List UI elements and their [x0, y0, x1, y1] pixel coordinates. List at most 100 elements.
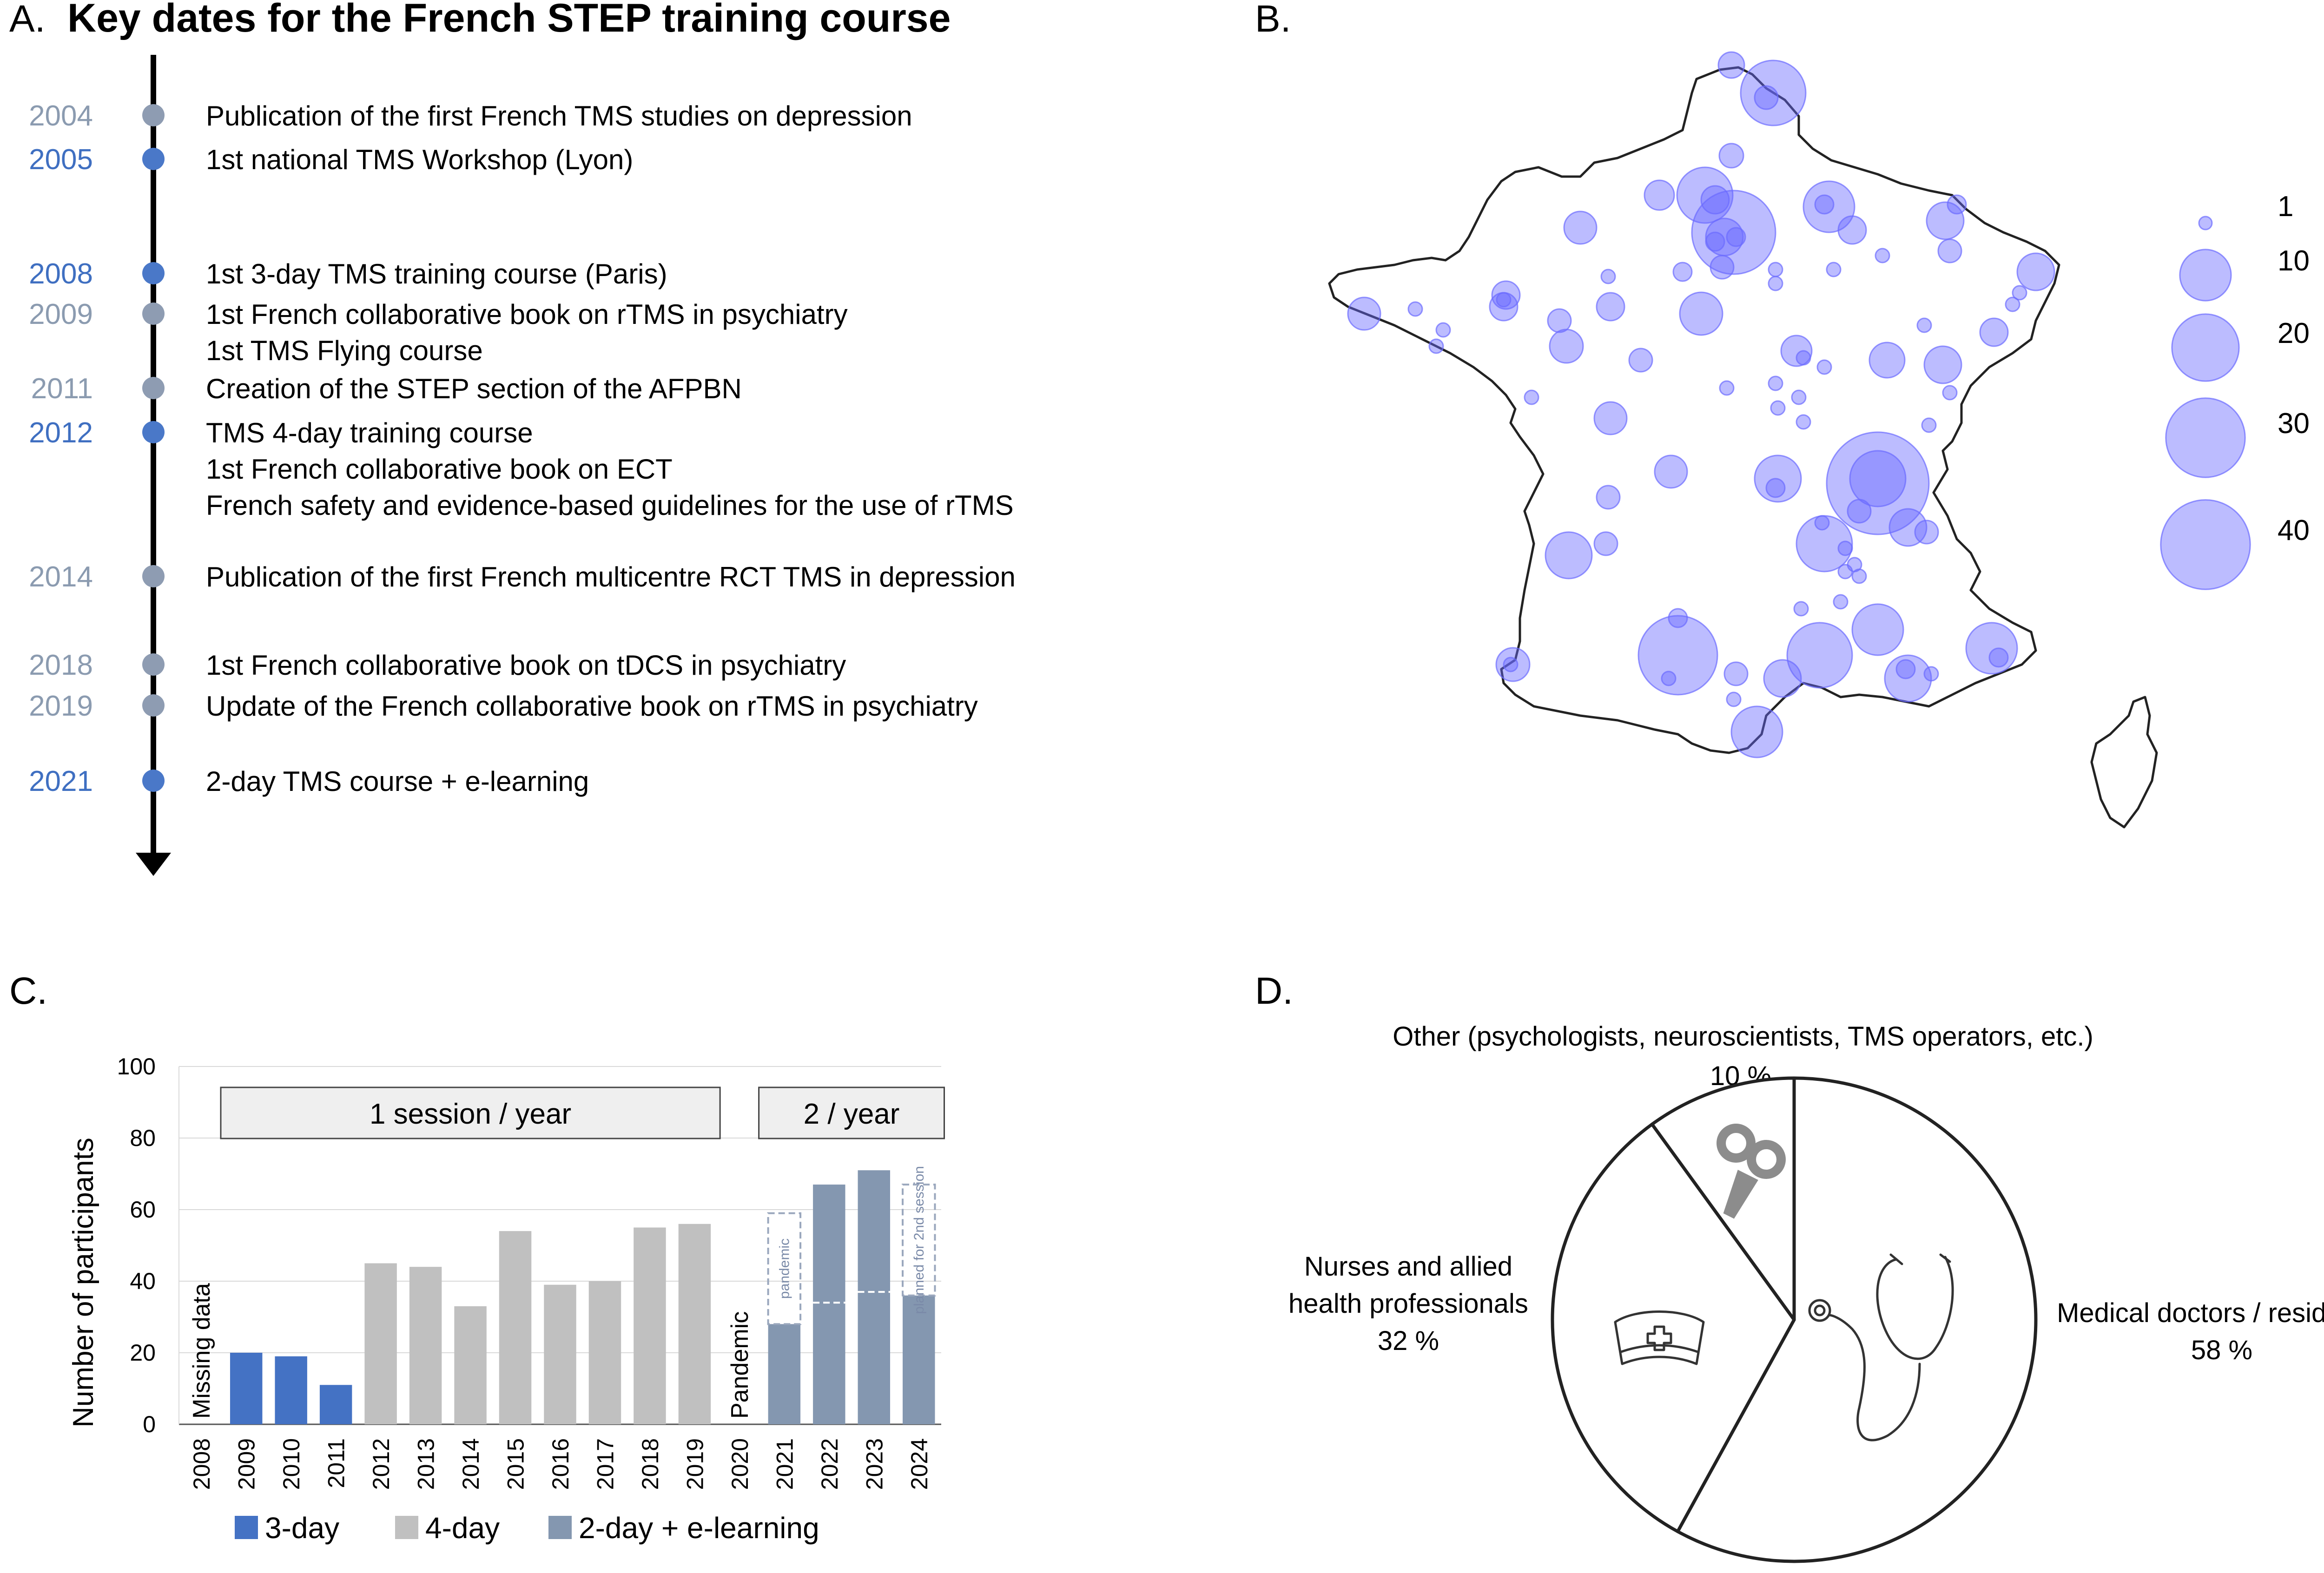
- bar: [813, 1185, 845, 1424]
- legend-bubble: [2171, 313, 2240, 382]
- legend-label: 40: [2278, 514, 2310, 546]
- map-bubble: [1826, 262, 1842, 277]
- map-bubble: [1428, 338, 1444, 354]
- bar-chart: 0 20 40 60 80 100 pandemic planned for 2nd sess…: [117, 1053, 945, 1545]
- legend-entry: 3-day: [265, 1511, 339, 1545]
- map-bubble: [1710, 255, 1735, 280]
- map-bubble: [1793, 601, 1809, 617]
- bar: [903, 1295, 935, 1424]
- map-bubble: [1723, 661, 1749, 686]
- bar: [768, 1324, 801, 1424]
- map-bubble: [1435, 322, 1451, 338]
- map-bubble: [1768, 276, 1783, 291]
- pie-label-nurses-2: health professionals: [1288, 1289, 1528, 1319]
- map-bubble: [1768, 262, 1783, 277]
- timeline-event-text: TMS 4-day training course: [206, 417, 533, 448]
- x-tick-label: 2009: [234, 1438, 260, 1490]
- panel-d-letter: D.: [1255, 970, 1293, 1012]
- map-bubble: [1496, 292, 1512, 308]
- panel-c: C. Number of participants 0 20 40 60 80 100 pa…: [9, 970, 945, 1545]
- map-bubble: [1780, 335, 1813, 367]
- pie-chart: [1551, 1076, 2038, 1563]
- x-tick-label: 2015: [503, 1438, 529, 1490]
- timeline-year: 2011: [31, 373, 93, 405]
- map-bubble: [1937, 238, 1962, 263]
- timeline-event-text: 1st French collaborative book on rTMS in…: [206, 299, 848, 330]
- timeline-year: 2009: [29, 298, 93, 330]
- map-bubble: [1672, 262, 1693, 282]
- legend-label: 20: [2278, 317, 2310, 349]
- map-bubble: [1837, 540, 1853, 556]
- bar: [275, 1356, 307, 1424]
- x-tick-label: 2024: [906, 1438, 932, 1490]
- corsica-outline: [2090, 696, 2158, 829]
- timeline-event-text: Publication of the first French multicen…: [206, 561, 1016, 592]
- pie-label-other: Other (psychologists, neuroscientists, T…: [1393, 1021, 2093, 1052]
- map-bubble: [1593, 401, 1628, 435]
- x-tick-label: 2012: [368, 1438, 394, 1490]
- legend-swatch: [235, 1516, 258, 1539]
- timeline-year: 2014: [29, 561, 93, 593]
- map-bubble: [1679, 291, 1723, 336]
- legend-bubble: [2160, 499, 2251, 590]
- map-bubble: [1923, 666, 1939, 682]
- map-bubble: [1802, 180, 1855, 233]
- timeline-dot: [142, 104, 165, 126]
- timeline-event-text: 2-day TMS course + e-learning: [206, 766, 589, 797]
- map-bubble: [1593, 531, 1618, 556]
- map-bubble: [2016, 252, 2055, 291]
- map-bubble: [1407, 301, 1423, 317]
- bar: [230, 1353, 263, 1424]
- map-bubble: [1717, 51, 1745, 79]
- legend-entry: 4-day: [425, 1511, 500, 1545]
- map-bubble: [1849, 450, 1907, 507]
- y-tick-label: 20: [130, 1340, 156, 1366]
- map-bubble: [1816, 359, 1832, 375]
- map-bubble: [1347, 296, 1381, 331]
- map-bubble: [1814, 194, 1835, 215]
- x-tick-label: 2022: [817, 1438, 843, 1490]
- timeline-year: 2005: [29, 144, 93, 176]
- map-bubble: [1676, 166, 1734, 224]
- timeline-dot: [142, 262, 165, 284]
- map-bubble: [1719, 380, 1735, 396]
- map-bubble: [1847, 557, 1862, 573]
- map-bubble: [1491, 280, 1521, 310]
- timeline-dot: [142, 653, 165, 676]
- map-bubble: [2012, 285, 2027, 301]
- nurse-cap-icon: [1614, 1310, 1705, 1365]
- timeline-event-text: 1st French collaborative book on ECT: [206, 454, 673, 485]
- timeline-event-text: Publication of the first French TMS stud…: [206, 100, 912, 132]
- map-bubble: [1600, 269, 1616, 284]
- map-bubble: [1888, 508, 1928, 547]
- map-bubble: [1763, 659, 1802, 698]
- dashed-box: [902, 1184, 936, 1297]
- panel-b-letter: B.: [1255, 0, 1291, 40]
- y-tick-label: 80: [130, 1125, 156, 1151]
- map-bubble: [1503, 657, 1519, 672]
- bar: [319, 1385, 352, 1424]
- map-bubble: [1923, 345, 1962, 384]
- dashed-box: [767, 1212, 802, 1325]
- y-tick-label: 40: [130, 1268, 156, 1294]
- timeline-year: 2021: [29, 765, 93, 797]
- bar: [499, 1231, 532, 1424]
- tms-coil-icon: [1717, 1124, 1786, 1219]
- timeline-dot: [142, 377, 165, 399]
- map-bubble: [1661, 671, 1677, 686]
- map-bubble: [1644, 179, 1675, 211]
- map-bubble: [1545, 531, 1593, 579]
- map-bubble: [1754, 85, 1779, 110]
- dashed-box-label: planned for 2nd session: [911, 1166, 927, 1314]
- pie-slice: [1676, 1076, 2038, 1563]
- map-bubble: [1730, 705, 1783, 758]
- map-bubble: [1654, 454, 1688, 489]
- timeline-year: 2008: [29, 258, 93, 290]
- map-bubble: [1637, 615, 1718, 696]
- map-bubbles: [1347, 51, 2055, 758]
- bar-annotation: Missing data: [188, 1283, 215, 1419]
- pie-slice: [1551, 1122, 1796, 1534]
- map-bubble: [1786, 622, 1853, 689]
- map-bubble: [1868, 342, 1906, 379]
- map-bubble: [1796, 350, 1811, 366]
